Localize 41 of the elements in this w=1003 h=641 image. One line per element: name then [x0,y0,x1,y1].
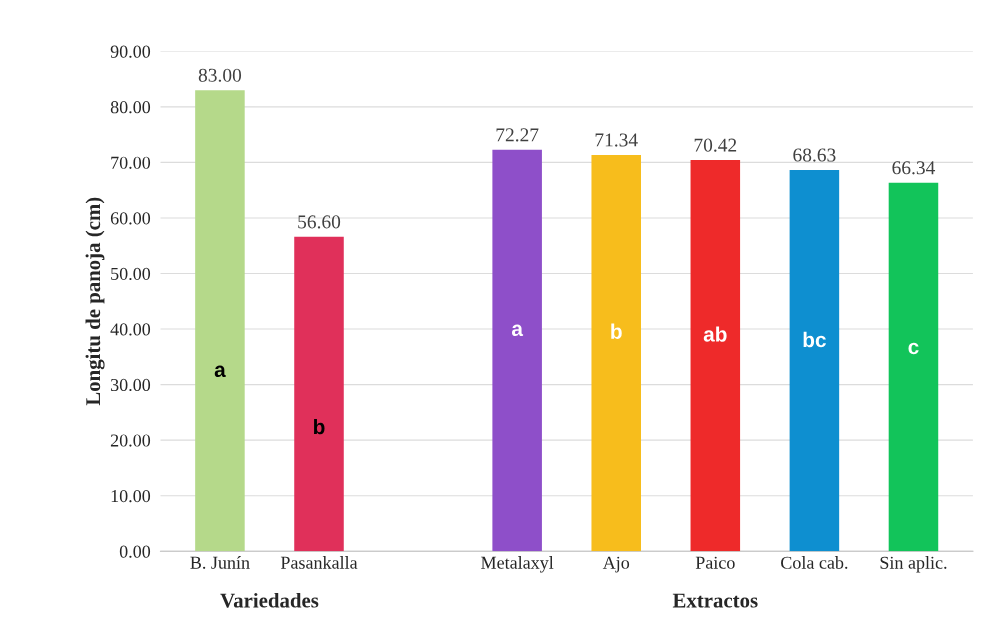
data-label: 70.42 [694,138,737,152]
bar [690,160,741,552]
x-tick-label: Paico [695,556,735,569]
annotation: b [611,323,622,339]
y-tick-label: 40.00 [110,323,151,336]
bar [888,182,939,552]
y-tick-label: 0.00 [119,545,151,558]
bar [591,154,641,552]
y-axis-title: Longitu de panoja (cm) [85,197,105,406]
bar [492,149,542,552]
annotation: a [511,324,524,337]
x-tick-label: Cola cab. [781,556,848,569]
bar [195,90,245,552]
x-tick-label: Sin aplic. [880,556,947,573]
bar [294,236,344,552]
x-tick-label: B. Junín [190,556,250,569]
x-tick-label: Pasankalla [280,556,358,569]
text: Extractos [672,593,758,608]
data-label: 72.27 [496,128,539,142]
y-tick-label: 80.00 [110,101,151,114]
data-label: 68.63 [793,148,836,162]
data-label: 71.34 [595,133,638,147]
data-label: 83.00 [198,68,242,82]
annotation: a [214,365,226,378]
annotation: b [314,418,325,435]
y-tick-label: 70.00 [111,156,151,169]
bar [789,170,840,552]
y-tick-label: 60.00 [110,212,151,225]
y-tick-label: 30.00 [111,378,151,392]
annotation: c [908,342,919,355]
annotation: bc [803,331,826,348]
data-label: 66.34 [892,161,936,175]
x-tick-label: Metalaxyl [481,556,554,573]
annotation: ab [703,326,727,342]
y-tick-label: 10.00 [111,489,151,503]
y-tick-label: 20.00 [110,434,151,447]
data-label: 56.60 [298,215,341,229]
text: Variedades [220,592,319,608]
y-tick-label: 90.00 [110,45,151,58]
x-tick-label: Ajo [602,556,630,573]
y-tick-label: 50.00 [111,267,151,281]
